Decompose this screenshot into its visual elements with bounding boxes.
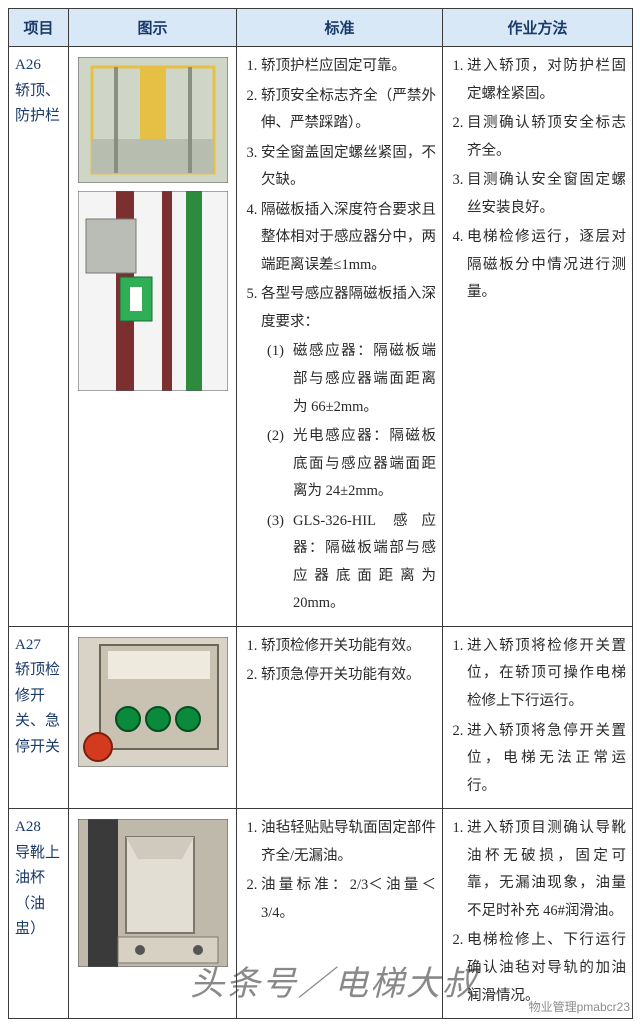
figure-image — [78, 819, 228, 967]
figure-cell — [69, 809, 237, 1019]
standard-cell: 油毡轻贴贴导轨面固定部件齐全/无漏油。 油量标准：2/3＜油量＜3/4。 — [237, 809, 443, 1019]
method-list: 进入轿顶目测确认导靴油杯无破损，固定可靠，无漏油现象，油量不足时补充 46#润滑… — [453, 815, 626, 1010]
figure-image — [78, 57, 228, 183]
list-item: 进入轿顶目测确认导靴油杯无破损，固定可靠，无漏油现象，油量不足时补充 46#润滑… — [467, 815, 626, 925]
list-item: 油量标准：2/3＜油量＜3/4。 — [261, 872, 436, 927]
watermark-corner: 物业管理pmabcr23 — [529, 998, 630, 1015]
list-item: 目测确认安全窗固定螺丝安装良好。 — [467, 167, 626, 222]
th-figure: 图示 — [69, 9, 237, 47]
maintenance-table: 项目 图示 标准 作业方法 A26 轿顶、防护栏 — [8, 8, 633, 1019]
page: 项目 图示 标准 作业方法 A26 轿顶、防护栏 — [0, 8, 640, 1019]
table-head: 项目 图示 标准 作业方法 — [9, 9, 633, 47]
list-item: 进入轿顶将检修开关置位，在轿顶可操作电梯检修上下行运行。 — [467, 633, 626, 716]
item-cell: A26 轿顶、防护栏 — [9, 47, 69, 627]
standard-cell: 轿顶检修开关功能有效。 轿顶急停开关功能有效。 — [237, 626, 443, 808]
table-row: A27 轿顶检修开关、急停开关 — [9, 626, 633, 808]
list-item: 轿顶急停开关功能有效。 — [261, 662, 436, 690]
item-cell: A28 导靴上油杯（油盅） — [9, 809, 69, 1019]
th-method: 作业方法 — [443, 9, 633, 47]
figure-image — [78, 637, 228, 767]
sub-text: 光电感应器：隔磁板底面与感应器端面距离为 24±2mm。 — [293, 428, 436, 499]
sub-list: (1)磁感应器：隔磁板端部与感应器端面距离为 66±2mm。 (2)光电感应器：… — [261, 338, 436, 617]
sub-list-item: (1)磁感应器：隔磁板端部与感应器端面距离为 66±2mm。 — [267, 338, 436, 421]
sub-text: 磁感应器：隔磁板端部与感应器端面距离为 66±2mm。 — [293, 343, 436, 414]
item-title: 轿顶、防护栏 — [15, 83, 60, 125]
list-item: 各型号感应器隔磁板插入深度要求： (1)磁感应器：隔磁板端部与感应器端面距离为 … — [261, 281, 436, 618]
method-cell: 进入轿顶目测确认导靴油杯无破损，固定可靠，无漏油现象，油量不足时补充 46#润滑… — [443, 809, 633, 1019]
item-code: A28 — [15, 819, 41, 835]
list-item: 轿顶检修开关功能有效。 — [261, 633, 436, 661]
standard-list: 轿顶检修开关功能有效。 轿顶急停开关功能有效。 — [247, 633, 436, 690]
list-item: 轿顶安全标志齐全（严禁外伸、严禁踩踏）。 — [261, 83, 436, 138]
item-title: 导靴上油杯（油盅） — [15, 845, 60, 938]
table-row: A28 导靴上油杯（油盅） — [9, 809, 633, 1019]
sub-text: GLS-326-HIL 感应器：隔磁板端部与感应器底面距离为 20mm。 — [293, 513, 436, 612]
sub-list-item: (2)光电感应器：隔磁板底面与感应器端面距离为 24±2mm。 — [267, 423, 436, 506]
th-item: 项目 — [9, 9, 69, 47]
list-item: 油毡轻贴贴导轨面固定部件齐全/无漏油。 — [261, 815, 436, 870]
item-code: A26 — [15, 57, 41, 73]
figure-cell — [69, 626, 237, 808]
figure-image — [78, 191, 228, 391]
sub-list-item: (3)GLS-326-HIL 感应器：隔磁板端部与感应器底面距离为 20mm。 — [267, 508, 436, 618]
th-standard: 标准 — [237, 9, 443, 47]
standard-cell: 轿顶护栏应固定可靠。 轿顶安全标志齐全（严禁外伸、严禁踩踏）。 安全窗盖固定螺丝… — [237, 47, 443, 627]
figure-cell — [69, 47, 237, 627]
item-title: 轿顶检修开关、急停开关 — [15, 662, 60, 755]
method-cell: 进入轿顶将检修开关置位，在轿顶可操作电梯检修上下行运行。 进入轿顶将急停开关置位… — [443, 626, 633, 808]
standard-list: 轿顶护栏应固定可靠。 轿顶安全标志齐全（严禁外伸、严禁踩踏）。 安全窗盖固定螺丝… — [247, 53, 436, 618]
list-item: 进入轿顶，对防护栏固定螺栓紧固。 — [467, 53, 626, 108]
list-item-text: 各型号感应器隔磁板插入深度要求： — [261, 286, 436, 330]
list-item: 隔磁板插入深度符合要求且整体相对于感应器分中，两端距离误差≤1mm。 — [261, 197, 436, 280]
method-list: 进入轿顶将检修开关置位，在轿顶可操作电梯检修上下行运行。 进入轿顶将急停开关置位… — [453, 633, 626, 800]
method-cell: 进入轿顶，对防护栏固定螺栓紧固。 目测确认轿顶安全标志齐全。 目测确认安全窗固定… — [443, 47, 633, 627]
list-item: 安全窗盖固定螺丝紧固，不欠缺。 — [261, 140, 436, 195]
item-cell: A27 轿顶检修开关、急停开关 — [9, 626, 69, 808]
list-item: 进入轿顶将急停开关置位，电梯无法正常运行。 — [467, 718, 626, 801]
table-row: A26 轿顶、防护栏 — [9, 47, 633, 627]
list-item: 电梯检修运行，逐层对隔磁板分中情况进行测量。 — [467, 224, 626, 307]
standard-list: 油毡轻贴贴导轨面固定部件齐全/无漏油。 油量标准：2/3＜油量＜3/4。 — [247, 815, 436, 927]
list-item: 轿顶护栏应固定可靠。 — [261, 53, 436, 81]
method-list: 进入轿顶，对防护栏固定螺栓紧固。 目测确认轿顶安全标志齐全。 目测确认安全窗固定… — [453, 53, 626, 307]
item-code: A27 — [15, 637, 41, 653]
list-item: 目测确认轿顶安全标志齐全。 — [467, 110, 626, 165]
